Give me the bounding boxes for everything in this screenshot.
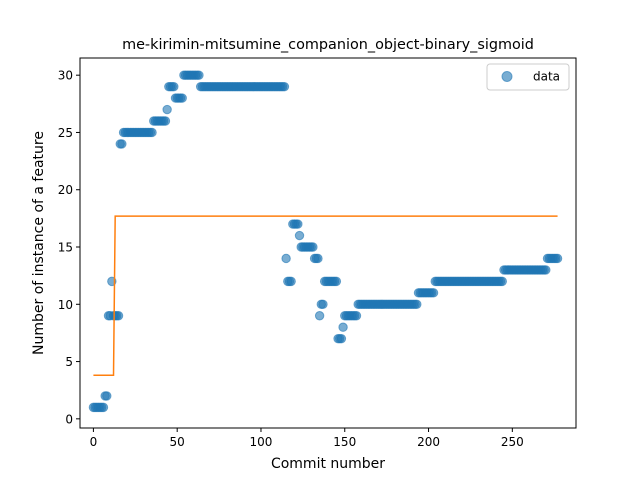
data-point bbox=[162, 104, 172, 115]
data-point bbox=[336, 333, 347, 344]
data-point bbox=[102, 391, 112, 401]
data-point bbox=[117, 139, 127, 149]
data-point bbox=[113, 311, 124, 321]
y-tick-label: 30 bbox=[58, 69, 73, 83]
data-point bbox=[338, 322, 348, 332]
data-point bbox=[552, 253, 563, 264]
data-point bbox=[98, 402, 109, 413]
data-point bbox=[541, 265, 551, 275]
data-point bbox=[351, 311, 362, 321]
legend: data bbox=[486, 63, 570, 91]
data-point bbox=[331, 276, 342, 287]
y-tick-label: 0 bbox=[65, 412, 73, 426]
data-point bbox=[497, 276, 507, 287]
legend-box bbox=[486, 63, 570, 91]
x-tick-label: 250 bbox=[501, 435, 524, 449]
fit-line bbox=[93, 215, 558, 377]
data-point bbox=[194, 70, 204, 80]
y-tick-label: 5 bbox=[65, 355, 73, 369]
data-point bbox=[412, 299, 422, 309]
x-axis: 0 50 100 150 200 250 bbox=[90, 428, 524, 449]
y-tick-label: 15 bbox=[58, 241, 73, 255]
y-tick-label: 25 bbox=[58, 126, 73, 140]
y-axis: 0 5 10 15 20 25 30 bbox=[58, 69, 80, 426]
data-point bbox=[314, 311, 325, 321]
x-tick-label: 150 bbox=[333, 435, 356, 449]
x-tick-label: 100 bbox=[250, 435, 273, 449]
plot-area bbox=[88, 70, 563, 413]
data-point bbox=[177, 93, 187, 103]
legend-label-data: data bbox=[533, 70, 560, 84]
y-tick-label: 20 bbox=[58, 183, 73, 197]
data-point bbox=[428, 288, 439, 298]
data-point bbox=[279, 81, 290, 92]
data-point bbox=[286, 276, 296, 287]
data-point bbox=[313, 253, 323, 264]
data-point bbox=[281, 253, 291, 264]
y-tick-label: 10 bbox=[58, 298, 73, 312]
legend-marker-data bbox=[501, 71, 513, 82]
x-tick-label: 50 bbox=[170, 435, 185, 449]
chart-title: me-kirimin-mitsumine_companion_object-bi… bbox=[122, 37, 534, 53]
plot-frame bbox=[79, 57, 577, 429]
x-axis-label: Commit number bbox=[271, 456, 385, 472]
x-tick-label: 200 bbox=[417, 435, 440, 449]
data-point bbox=[318, 299, 328, 309]
x-tick-label: 0 bbox=[90, 435, 98, 449]
data-point bbox=[294, 230, 305, 241]
data-point bbox=[160, 116, 171, 126]
data-point bbox=[308, 242, 318, 252]
data-point bbox=[147, 127, 157, 138]
data-point bbox=[293, 219, 303, 229]
data-point bbox=[169, 81, 179, 92]
y-axis-label: Number of instance of a feature bbox=[31, 131, 47, 355]
